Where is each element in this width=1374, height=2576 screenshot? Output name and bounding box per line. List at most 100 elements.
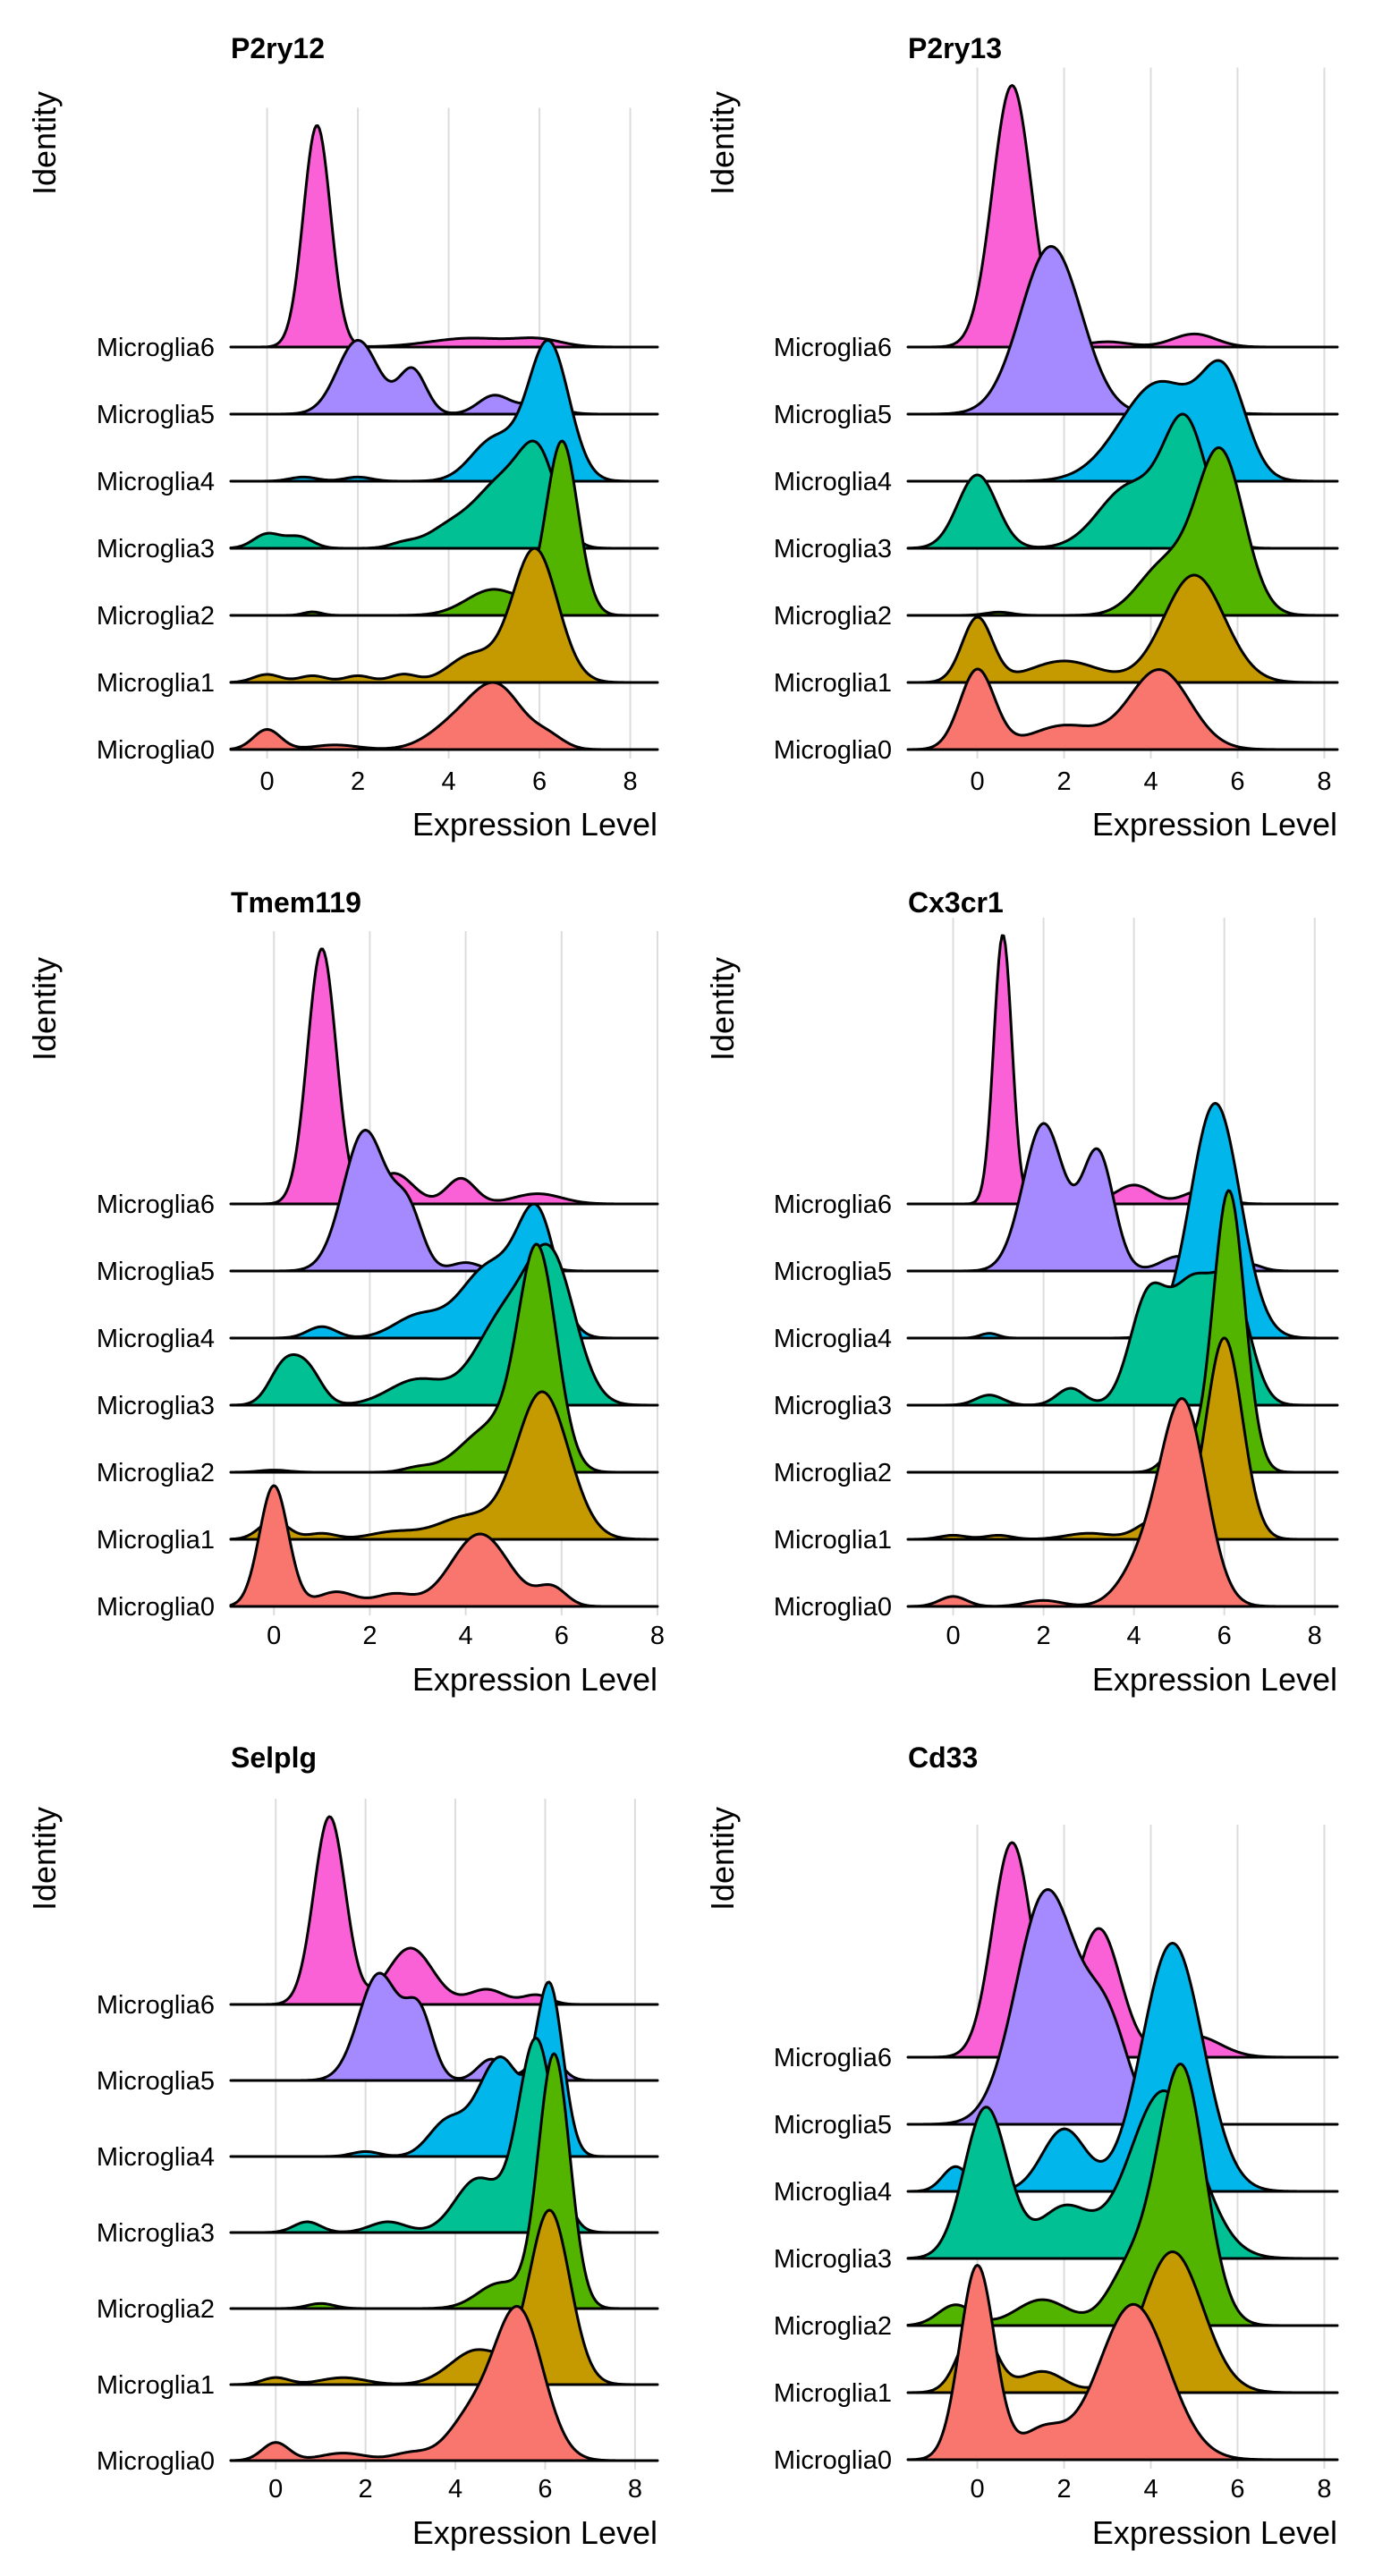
x-tick-label: 4 bbox=[1127, 1622, 1141, 1650]
ridge-microglia0 bbox=[906, 1397, 1339, 1608]
panel-title: Tmem119 bbox=[231, 886, 361, 919]
x-tick-label: 2 bbox=[1037, 1622, 1051, 1650]
identity-label-microglia6: Microglia6 bbox=[97, 1191, 215, 1219]
x-tick-label: 4 bbox=[442, 767, 456, 796]
ridge-panel-p2ry12: Microglia0 Microglia1 Microglia2 Microglia3… bbox=[26, 32, 659, 843]
y-axis-title: Identity bbox=[26, 957, 63, 1061]
y-axis-title: Identity bbox=[704, 1807, 741, 1911]
ridge-microglia3 bbox=[906, 412, 1339, 550]
x-tick-label: 2 bbox=[1056, 2475, 1071, 2504]
identity-label-microglia1: Microglia1 bbox=[774, 1526, 892, 1555]
x-tick-label: 0 bbox=[267, 1622, 281, 1650]
ridge-microglia6 bbox=[906, 934, 1339, 1206]
identity-label-microglia5: Microglia5 bbox=[774, 2111, 892, 2140]
identity-label-microglia2: Microglia2 bbox=[97, 1459, 215, 1487]
x-tick-label: 6 bbox=[1230, 767, 1244, 796]
ridge-microglia4 bbox=[906, 1102, 1339, 1340]
x-axis-title: Expression Level bbox=[1092, 1661, 1337, 1698]
identity-label-microglia6: Microglia6 bbox=[97, 334, 215, 362]
x-tick-label: 2 bbox=[362, 1622, 377, 1650]
y-axis-title: Identity bbox=[704, 91, 741, 195]
identity-label-microglia0: Microglia0 bbox=[774, 2446, 892, 2475]
identity-label-microglia5: Microglia5 bbox=[97, 2067, 215, 2096]
ridge-panel-selplg: Microglia0 Microglia1 Microglia2 Microglia3… bbox=[26, 1741, 659, 2551]
y-axis-title: Identity bbox=[26, 91, 63, 195]
identity-label-microglia2: Microglia2 bbox=[774, 1459, 892, 1487]
ridge-microglia2 bbox=[229, 2052, 659, 2310]
panel-title: Selplg bbox=[231, 1741, 317, 1774]
identity-label-microglia3: Microglia3 bbox=[97, 2219, 215, 2248]
x-axis-title: Expression Level bbox=[1092, 806, 1337, 843]
ridge-microglia1 bbox=[229, 2208, 659, 2386]
y-axis-title: Identity bbox=[26, 1807, 63, 1911]
ridge-microglia6 bbox=[906, 1841, 1339, 2059]
identity-label-microglia5: Microglia5 bbox=[774, 401, 892, 429]
x-tick-label: 6 bbox=[538, 2475, 552, 2504]
identity-label-microglia4: Microglia4 bbox=[97, 2143, 215, 2172]
identity-label-microglia0: Microglia0 bbox=[774, 736, 892, 765]
ridge-panel-tmem119: Microglia0 Microglia1 Microglia2 Microglia3… bbox=[26, 886, 665, 1698]
x-axis-title: Expression Level bbox=[1092, 2514, 1337, 2551]
ridge-panel-cx3cr1: Microglia0 Microglia1 Microglia2 Microglia3… bbox=[704, 886, 1339, 1698]
ridge-microglia6 bbox=[229, 124, 659, 349]
x-tick-label: 0 bbox=[946, 1622, 960, 1650]
x-tick-label: 0 bbox=[268, 2475, 283, 2504]
ridge-microglia4 bbox=[229, 339, 659, 483]
identity-label-microglia2: Microglia2 bbox=[774, 602, 892, 631]
ridge-microglia3 bbox=[229, 439, 659, 550]
identity-label-microglia5: Microglia5 bbox=[97, 1258, 215, 1286]
ridge-microglia5 bbox=[906, 1888, 1339, 2126]
x-axis-title: Expression Level bbox=[412, 806, 657, 843]
identity-label-microglia0: Microglia0 bbox=[97, 2447, 215, 2476]
identity-label-microglia3: Microglia3 bbox=[774, 535, 892, 564]
ridge-microglia2 bbox=[229, 439, 659, 617]
identity-label-microglia6: Microglia6 bbox=[774, 334, 892, 362]
identity-label-microglia0: Microglia0 bbox=[774, 1593, 892, 1622]
identity-label-microglia3: Microglia3 bbox=[774, 1392, 892, 1420]
ridge-microglia0 bbox=[229, 681, 659, 751]
panel-title: P2ry12 bbox=[231, 32, 325, 64]
identity-label-microglia0: Microglia0 bbox=[97, 1593, 215, 1622]
x-tick-label: 0 bbox=[971, 767, 985, 796]
x-tick-label: 4 bbox=[1143, 767, 1158, 796]
ridge-microglia0 bbox=[906, 667, 1339, 751]
identity-label-microglia6: Microglia6 bbox=[774, 1191, 892, 1219]
identity-label-microglia1: Microglia1 bbox=[774, 669, 892, 698]
identity-label-microglia6: Microglia6 bbox=[97, 1991, 215, 2020]
identity-label-microglia4: Microglia4 bbox=[774, 1325, 892, 1353]
ridge-microglia5 bbox=[229, 339, 659, 416]
identity-label-microglia5: Microglia5 bbox=[774, 1258, 892, 1286]
x-tick-label: 2 bbox=[351, 767, 365, 796]
identity-label-microglia4: Microglia4 bbox=[97, 1325, 215, 1353]
x-tick-label: 2 bbox=[359, 2475, 373, 2504]
identity-label-microglia1: Microglia1 bbox=[97, 2371, 215, 2400]
ridge-panel-p2ry13: Microglia0 Microglia1 Microglia2 Microglia3… bbox=[704, 32, 1339, 843]
x-tick-label: 0 bbox=[260, 767, 275, 796]
identity-label-microglia0: Microglia0 bbox=[97, 736, 215, 765]
identity-label-microglia2: Microglia2 bbox=[97, 2295, 215, 2324]
identity-label-microglia2: Microglia2 bbox=[97, 602, 215, 631]
x-tick-label: 4 bbox=[1143, 2475, 1158, 2504]
identity-label-microglia2: Microglia2 bbox=[774, 2312, 892, 2341]
identity-label-microglia4: Microglia4 bbox=[774, 2178, 892, 2207]
x-tick-label: 8 bbox=[1308, 1622, 1322, 1650]
ridge-microglia1 bbox=[906, 1336, 1339, 1541]
ridge-microglia5 bbox=[906, 245, 1339, 416]
ridge-microglia6 bbox=[229, 1815, 659, 2006]
y-axis-title: Identity bbox=[704, 957, 741, 1061]
ridge-microglia1 bbox=[229, 1390, 659, 1541]
ridge-microglia5 bbox=[229, 1129, 659, 1273]
identity-label-microglia4: Microglia4 bbox=[774, 468, 892, 496]
x-tick-label: 4 bbox=[448, 2475, 462, 2504]
ridge-panel-cd33: Microglia0 Microglia1 Microglia2 Microglia3… bbox=[704, 1741, 1339, 2551]
ridge-microglia4 bbox=[906, 359, 1339, 483]
x-tick-label: 6 bbox=[1217, 1622, 1232, 1650]
x-tick-label: 0 bbox=[971, 2475, 985, 2504]
ridge-microglia6 bbox=[906, 84, 1339, 349]
ridge-microglia0 bbox=[906, 2264, 1339, 2462]
identity-label-microglia3: Microglia3 bbox=[97, 1392, 215, 1420]
identity-label-microglia3: Microglia3 bbox=[774, 2245, 892, 2274]
x-tick-label: 8 bbox=[650, 1622, 665, 1650]
ridge-microglia1 bbox=[906, 573, 1339, 684]
